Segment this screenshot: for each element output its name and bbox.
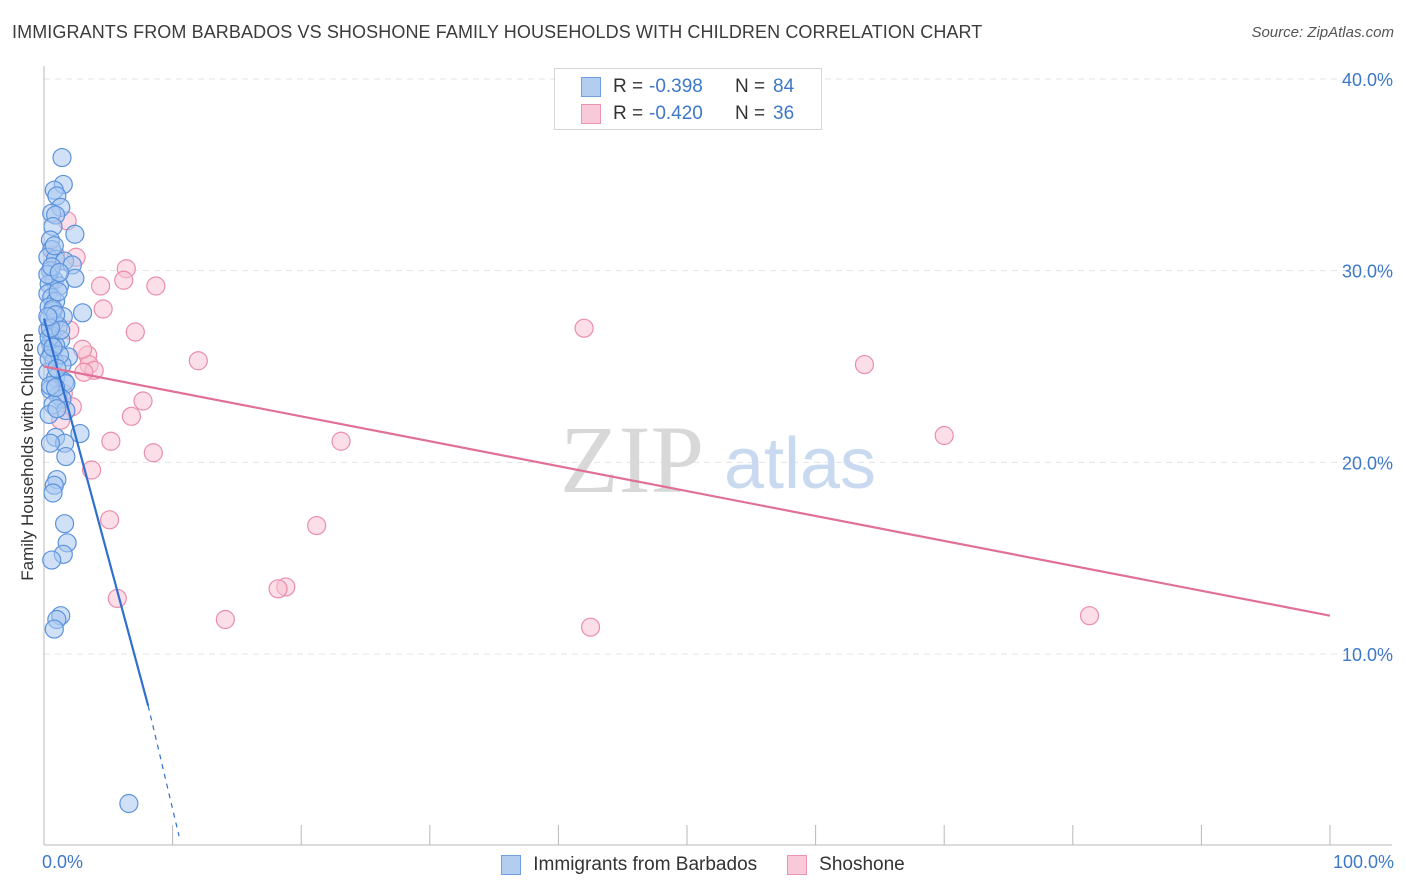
y-tick-label: 40.0% (1342, 70, 1393, 90)
shoshone-point (101, 431, 121, 451)
shoshone-point (114, 270, 134, 290)
legend-n-value: 84 (773, 76, 795, 97)
shoshone-point (574, 318, 594, 338)
shoshone-point (580, 617, 601, 637)
shoshone-point (215, 609, 235, 630)
axes (43, 66, 1392, 846)
legend-n-value: 36 (773, 103, 795, 124)
legend-label-shoshone: Shoshone (819, 854, 905, 875)
legend-swatch-pink (787, 855, 808, 875)
legend-label-barbados: Immigrants from Barbados (533, 854, 758, 875)
shoshone-point (133, 391, 153, 411)
legend-r-value: -0.420 (649, 103, 703, 124)
shoshone-point (854, 354, 875, 375)
grid-lines (44, 78, 1392, 655)
x-axis-max-label: 100.0% (1332, 852, 1394, 872)
barbados-point (45, 377, 66, 398)
watermark-atlas: atlas (724, 424, 876, 504)
y-tick-label: 10.0% (1342, 645, 1393, 665)
shoshone-point (268, 579, 288, 599)
y-tick-label: 20.0% (1342, 453, 1393, 473)
barbados-point (72, 303, 93, 323)
series-legend: Immigrants from Barbados Shoshone (0, 852, 1406, 878)
legend-r-label: R = (613, 76, 644, 97)
shoshone-point (143, 443, 163, 463)
legend-swatch-pink (581, 104, 601, 124)
barbados-trend-extension (147, 705, 180, 837)
shoshone-point (93, 299, 113, 319)
shoshone-point (307, 515, 327, 536)
barbados-point (56, 446, 76, 467)
shoshone-point (188, 351, 208, 371)
barbados-point (44, 236, 64, 256)
barbados-point (52, 147, 72, 168)
trend-lines (42, 318, 1331, 837)
barbados-point (44, 619, 64, 639)
barbados-point (38, 307, 58, 327)
watermark: ZIP atlas (560, 406, 876, 513)
shoshone-point (121, 406, 142, 426)
legend-r-label: R = (613, 103, 644, 124)
barbados-point (40, 433, 61, 453)
chart-title: IMMIGRANTS FROM BARBADOS VS SHOSHONE FAM… (12, 22, 983, 42)
shoshone-point (331, 431, 351, 451)
barbados-point (42, 550, 62, 570)
legend-n-label: N = (735, 76, 766, 97)
barbados-point (43, 337, 63, 357)
barbados-point (48, 282, 68, 302)
barbados-point (49, 262, 70, 283)
barbados-point (47, 399, 67, 419)
y-tick-labels: 10.0% 20.0% 30.0% 40.0% (1342, 70, 1393, 665)
barbados-trend-line (42, 318, 150, 707)
barbados-point (119, 793, 139, 814)
x-axis-min-label: 0.0% (42, 852, 84, 872)
shoshone-point (1079, 606, 1100, 626)
legend-n-label: N = (735, 103, 766, 124)
legend-r-value: -0.398 (649, 76, 703, 97)
legend-swatch-blue (581, 77, 601, 97)
shoshone-point (146, 276, 166, 296)
shoshone-points (45, 211, 1100, 637)
legend-item-barbados[interactable]: Immigrants from Barbados (501, 854, 757, 876)
shoshone-point (125, 322, 145, 342)
shoshone-trend-line (43, 365, 1331, 617)
barbados-point (43, 483, 63, 503)
y-axis-title: Family Households with Children (18, 333, 37, 581)
legend-item-shoshone[interactable]: Shoshone (787, 854, 905, 876)
shoshone-point (90, 276, 111, 296)
barbados-point (65, 224, 85, 244)
legend-row-shoshone: R = -0.420 N = 36 (581, 101, 794, 127)
y-tick-label: 30.0% (1342, 262, 1393, 282)
shoshone-point (99, 510, 120, 530)
stats-legend: R = -0.398 N = 84 R = -0.420 N = 36 (554, 68, 822, 130)
watermark-zip: ZIP (560, 406, 704, 513)
source-label: Source: ZipAtlas.com (1251, 24, 1394, 41)
legend-row-barbados: R = -0.398 N = 84 (581, 74, 794, 100)
barbados-point (54, 514, 75, 534)
shoshone-point (934, 425, 954, 446)
legend-swatch-blue (501, 855, 522, 875)
